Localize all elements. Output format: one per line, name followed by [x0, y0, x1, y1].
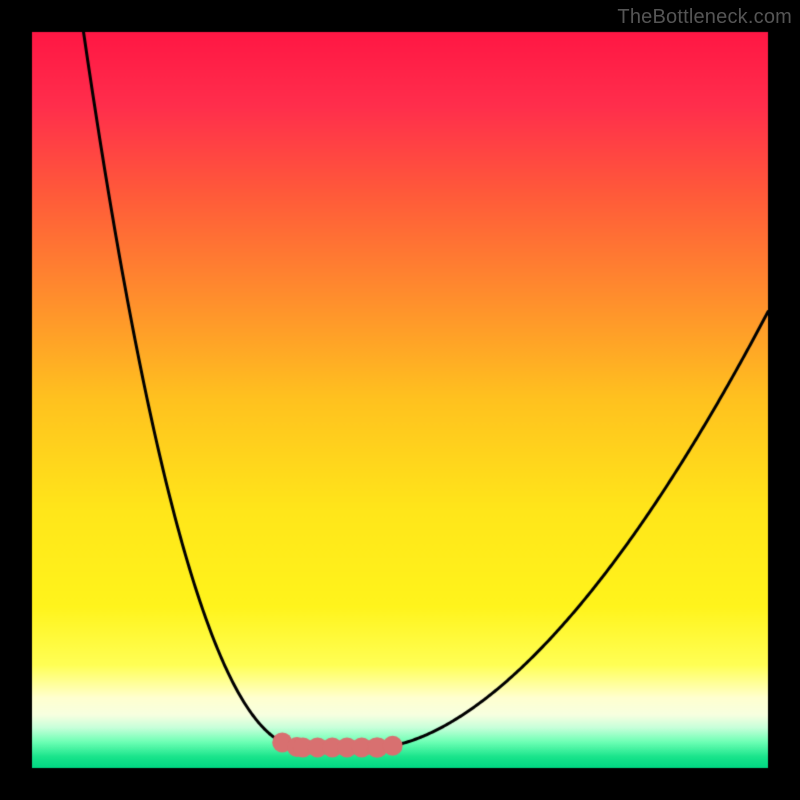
bottleneck-curve-canvas: [0, 0, 800, 800]
chart-stage: TheBottleneck.com: [0, 0, 800, 800]
